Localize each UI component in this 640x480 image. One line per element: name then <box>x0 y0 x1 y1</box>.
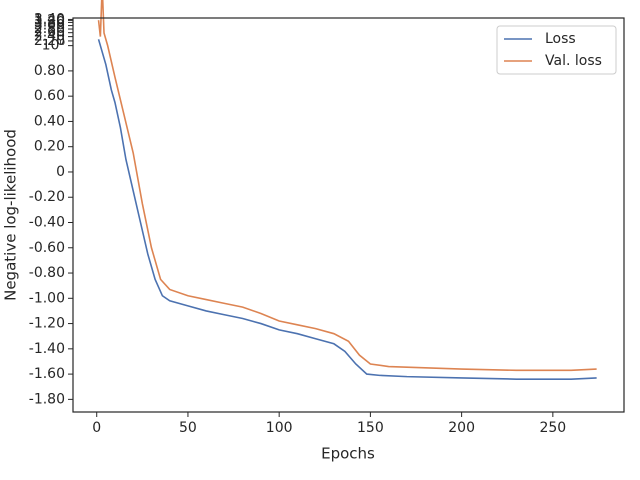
x-tick-label: 100 <box>266 420 293 436</box>
y-axis-label: Negative log-likelihood <box>2 129 20 301</box>
x-axis-label: Epochs <box>321 445 375 463</box>
x-tick-label: 0 <box>92 420 101 436</box>
y-tick-label: -0.80 <box>29 265 65 281</box>
y-tick-label: 3.00 <box>34 18 65 34</box>
line <box>97 0 597 372</box>
y-tick-label: -1.00 <box>29 290 65 306</box>
legend-box <box>496 25 617 75</box>
y-tick-label: 3.40 <box>34 11 65 27</box>
y-tick-label: -0.60 <box>29 240 65 256</box>
y-tick-label: 3.20 <box>34 14 65 30</box>
axes-frame <box>72 17 625 413</box>
y-tick-label: 2.40 <box>34 29 65 45</box>
y-tick-label: 0.40 <box>34 113 65 129</box>
line <box>97 39 597 380</box>
y-tick-label: -1.40 <box>29 341 65 357</box>
x-tick-label: 200 <box>448 420 475 436</box>
y-tick-label: 1.40 <box>34 0 65 3</box>
y-tick-label: -1.20 <box>29 316 65 332</box>
x-tick-label: 250 <box>539 420 566 436</box>
legend-label: Loss <box>545 31 576 47</box>
x-tick-label: 50 <box>179 420 197 436</box>
y-tick-label: 2.60 <box>34 25 65 41</box>
legend-label: Val. loss <box>545 53 602 69</box>
y-tick-label: -1.60 <box>29 366 65 382</box>
y-tick-label: 0 <box>56 164 65 180</box>
y-tick-label: -0.20 <box>29 189 65 205</box>
y-tick-label: 2.20 <box>34 33 65 49</box>
x-tick-label: 150 <box>357 420 384 436</box>
y-tick-label: 0.20 <box>34 139 65 155</box>
y-tick-label: 1.20 <box>34 12 65 28</box>
y-tick-label: -0.40 <box>29 215 65 231</box>
y-tick-label: 10⁰ <box>42 38 66 54</box>
y-tick-label: 0.60 <box>34 88 65 104</box>
y-tick-label: -1.80 <box>29 391 65 407</box>
y-tick-label: 0.80 <box>34 63 65 79</box>
y-tick-label: 2.80 <box>34 21 65 37</box>
